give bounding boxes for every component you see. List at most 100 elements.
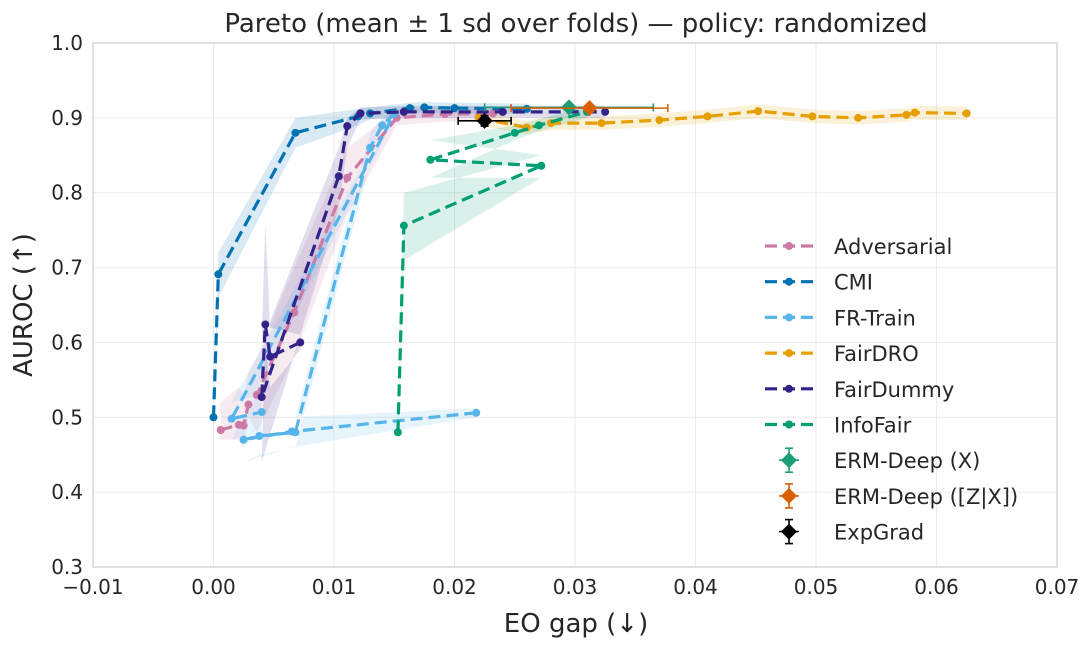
- legend-marker: [785, 349, 793, 358]
- point-infofair: [510, 128, 519, 137]
- legend-label: InfoFair: [834, 414, 912, 438]
- point-fairdummy: [257, 393, 266, 402]
- legend-label: FairDRO: [834, 342, 919, 366]
- point-fr-train: [257, 408, 266, 417]
- y-tick-label: 0.8: [51, 181, 83, 205]
- legend-label: ERM-Deep (X): [834, 449, 980, 473]
- point-fairdro: [655, 116, 664, 125]
- line-fairdummy: [260, 110, 606, 399]
- point-fairdummy: [399, 107, 408, 116]
- legend-label: FR-Train: [834, 306, 916, 330]
- legend-item-infofair: InfoFair: [765, 414, 912, 438]
- legend-item-fr-train: FR-Train: [765, 306, 916, 330]
- point-fairdro: [754, 107, 763, 116]
- legend-label: FairDummy: [834, 378, 954, 402]
- x-tick-label: 0.01: [312, 575, 357, 599]
- point-adversarial: [290, 308, 299, 317]
- point-fr-train: [291, 428, 300, 437]
- errorbar-expgrad: [457, 112, 512, 129]
- point-adversarial: [239, 421, 248, 430]
- band-adversarial: [220, 105, 494, 448]
- legend-marker: [785, 420, 793, 429]
- x-tick-label: 0.02: [432, 575, 477, 599]
- series-lines: [209, 103, 971, 444]
- point-fr-train: [227, 414, 236, 423]
- y-tick-label: 1.0: [51, 31, 83, 55]
- point-cmi: [420, 103, 429, 112]
- legend: Adversarial CMI FR-Train FairDRO FairDummy In…: [765, 235, 1018, 545]
- point-fairdro: [910, 108, 919, 117]
- chart-title: Pareto (mean ± 1 sd over folds) — policy…: [224, 9, 927, 39]
- x-tick-label: 0.00: [191, 575, 236, 599]
- point-infofair: [399, 221, 408, 230]
- x-tick-label: −0.01: [62, 575, 123, 599]
- x-tick-label: 0.05: [794, 575, 839, 599]
- legend-label: CMI: [834, 271, 873, 295]
- point-infofair: [426, 155, 435, 164]
- band-fr-train: [231, 108, 477, 463]
- errorbar-points: [457, 99, 669, 129]
- point-fairdro: [808, 112, 817, 121]
- legend-marker: [785, 242, 793, 250]
- y-axis-label: AUROC (↑): [9, 233, 39, 377]
- legend-item-expgrad: ExpGrad: [779, 518, 924, 545]
- y-tick-label: 0.5: [51, 405, 83, 429]
- marker-expgrad: [476, 112, 493, 129]
- point-fr-train: [366, 143, 375, 152]
- point-fr-train: [239, 435, 248, 444]
- plot-frame: [92, 42, 1058, 568]
- point-cmi: [450, 104, 459, 113]
- point-adversarial: [343, 173, 352, 182]
- x-ticks: −0.01 0.00 0.01 0.02 0.03 0.04 0.05 0.06 0.07: [62, 575, 1079, 599]
- point-cmi: [405, 104, 414, 113]
- y-tick-label: 0.6: [51, 330, 83, 354]
- point-fr-train: [255, 432, 264, 440]
- point-fr-train: [472, 408, 481, 417]
- legend-item-erm-deep-z-x: ERM-Deep ([Z|X]): [779, 483, 1018, 510]
- legend-marker: [781, 487, 797, 504]
- band-infofair: [397, 105, 587, 440]
- y-tick-label: 0.9: [51, 106, 83, 130]
- legend-marker: [785, 384, 793, 393]
- y-tick-label: 0.4: [51, 480, 83, 504]
- legend-marker: [785, 277, 793, 286]
- point-infofair: [537, 161, 546, 170]
- x-tick-label: 0.04: [673, 575, 718, 599]
- point-fairdro: [962, 109, 971, 118]
- point-fairdummy: [498, 107, 507, 116]
- legend-label: ExpGrad: [834, 521, 924, 545]
- point-fairdro: [902, 110, 911, 119]
- legend-label: ERM-Deep ([Z|X]): [834, 485, 1018, 510]
- marker-erm-deep-z-x: [581, 100, 598, 117]
- point-fr-train: [378, 121, 387, 130]
- legend-marker: [781, 452, 797, 469]
- point-fairdummy: [356, 109, 365, 118]
- legend-item-fairdro: FairDRO: [765, 342, 919, 366]
- errorbar-erm-deep-z-x: [510, 100, 669, 117]
- line-fairdro: [478, 109, 967, 130]
- point-fairdummy: [343, 122, 352, 131]
- point-fairdummy: [601, 107, 610, 116]
- x-tick-label: 0.06: [914, 575, 959, 599]
- legend-item-cmi: CMI: [765, 271, 873, 295]
- point-adversarial: [216, 426, 225, 435]
- legend-item-adversarial: Adversarial: [765, 235, 952, 259]
- point-infofair: [393, 428, 402, 437]
- point-fairdummy: [261, 320, 270, 329]
- x-axis-label: EO gap (↓): [504, 609, 648, 639]
- point-cmi: [291, 128, 300, 137]
- x-tick-label: 0.03: [553, 575, 598, 599]
- point-adversarial: [244, 400, 253, 409]
- legend-item-erm-deep-x: ERM-Deep (X): [779, 447, 980, 473]
- line-fr-train: [230, 112, 477, 442]
- x-tick-label: 0.07: [1035, 575, 1080, 599]
- point-fairdro: [854, 113, 863, 122]
- point-cmi: [214, 270, 223, 279]
- point-infofair: [534, 121, 543, 130]
- point-fairdummy: [296, 338, 305, 347]
- y-tick-label: 0.3: [51, 555, 83, 579]
- legend-label: Adversarial: [834, 235, 952, 259]
- point-fairdummy: [266, 352, 275, 361]
- point-fairdummy: [334, 172, 343, 181]
